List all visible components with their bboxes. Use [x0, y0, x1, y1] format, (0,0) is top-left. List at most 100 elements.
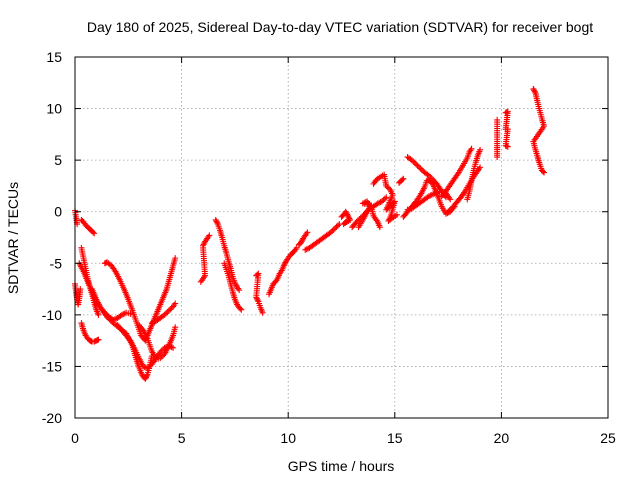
data-point-arc-23 [414, 162, 421, 169]
data-point-arc-17 [333, 223, 340, 230]
x-tick-label: 15 [387, 430, 403, 446]
data-point-arc-23 [417, 165, 424, 172]
x-tick-label: 5 [178, 430, 186, 446]
data-point-arc-09 [172, 324, 179, 331]
data-point-arc-11 [199, 242, 206, 249]
data-point-arc-08 [143, 364, 150, 371]
data-point-arc-06 [172, 255, 179, 262]
data-point-arc-14 [253, 294, 260, 301]
data-point-arc-12 [236, 287, 243, 294]
y-tick-label: 10 [46, 101, 62, 117]
data-point-arc-23 [413, 161, 420, 168]
data-point-arc-16 [297, 239, 304, 246]
y-tick-label: -20 [42, 410, 62, 426]
data-point-arc-10 [164, 309, 171, 316]
data-point-arc-25 [447, 196, 454, 203]
data-point-arc-05 [120, 311, 127, 318]
data-point-arc-27 [445, 208, 452, 215]
data-point-arc-23 [410, 158, 417, 165]
data-point-arc-09 [157, 355, 164, 362]
y-tick-label: 0 [54, 204, 62, 220]
data-point-arc-10 [148, 320, 155, 327]
data-point-arc-10 [150, 319, 157, 326]
x-tick-label: 10 [280, 430, 296, 446]
data-point-arc-15 [293, 244, 300, 251]
data-point-arc-20 [376, 224, 383, 231]
y-tick-label: 5 [54, 152, 62, 168]
data-point-arc-07 [143, 374, 150, 381]
data-point-arc-26 [468, 145, 475, 152]
data-point-arc-12 [231, 279, 238, 286]
data-point-arc-30 [531, 87, 538, 94]
x-tick-label: 0 [71, 430, 79, 446]
data-point-arc-19 [353, 219, 360, 226]
data-point-arc-27 [477, 164, 484, 171]
data-point-arc-17 [327, 229, 334, 236]
data-point-arc-02 [90, 229, 97, 236]
data-point-arc-19 [379, 198, 386, 205]
data-point-arc-28 [477, 146, 484, 153]
data-point-arc-13 [237, 305, 244, 312]
data-point-arc-21 [393, 211, 400, 218]
data-point-arc-14 [259, 309, 266, 316]
data-point-arc-30 [541, 169, 548, 176]
y-tick-label: -15 [42, 358, 62, 374]
data-point-arc-07 [143, 373, 150, 380]
data-point-arc-10 [162, 310, 169, 317]
data-point-arc-17 [332, 225, 339, 232]
data-point-arc-18 [344, 211, 351, 218]
data-point-arc-08 [170, 344, 177, 351]
x-tick-label: 20 [494, 430, 510, 446]
data-point-arc-04 [95, 336, 102, 343]
data-point-arc-19 [383, 194, 390, 201]
data-point-arc-08 [140, 363, 147, 370]
data-point-arc-07 [138, 369, 145, 376]
data-point-arc-27 [446, 207, 453, 214]
data-point-arc-11 [200, 241, 207, 248]
data-point-arc-18 [343, 210, 350, 217]
y-axis-label: SDTVAR / TECUs [5, 182, 21, 294]
y-tick-label: -10 [42, 307, 62, 323]
data-point-arc-14 [253, 295, 260, 302]
data-point-arc-16 [304, 229, 311, 236]
data-point-arc-25 [425, 193, 432, 200]
data-point-arc-19 [376, 199, 383, 206]
x-axis-label: GPS time / hours [288, 458, 395, 474]
data-point-arc-10 [172, 300, 179, 307]
data-point-arc-21 [383, 182, 390, 189]
grid-layer [75, 57, 608, 418]
data-point-arc-12 [214, 219, 221, 226]
data-point-arc-19 [380, 197, 387, 204]
data-point-arc-15 [280, 262, 287, 269]
data-point-arc-09 [158, 353, 165, 360]
data-point-arc-08 [157, 348, 164, 355]
data-point-arc-29 [504, 143, 511, 150]
data-point-arc-14 [254, 297, 261, 304]
data-point-arc-12 [213, 218, 220, 225]
data-point-arc-30 [539, 168, 546, 175]
data-point-arc-08 [144, 365, 151, 372]
data-point-arc-25 [430, 191, 437, 198]
data-point-arc-30 [530, 85, 537, 92]
data-point-arc-25 [428, 191, 435, 198]
data-point-arc-07 [138, 370, 145, 377]
data-point-arc-09 [160, 352, 167, 359]
data-point-arc-01 [77, 286, 84, 293]
data-point-arc-17 [330, 226, 337, 233]
data-point-arc-05 [127, 310, 134, 317]
data-point-arc-19 [354, 217, 361, 224]
data-point-arc-10 [167, 306, 174, 313]
data-point-arc-12 [212, 216, 219, 223]
data-point-arc-13 [238, 306, 245, 313]
plot-frame [74, 56, 609, 419]
data-point-arc-30 [531, 88, 538, 95]
data-point-arc-17 [334, 222, 341, 229]
data-point-arc-20 [359, 200, 366, 207]
data-point-arc-15 [281, 260, 288, 267]
x-tick-label: 25 [600, 430, 616, 446]
data-point-arc-19 [374, 200, 381, 207]
data-point-arc-11 [206, 232, 213, 239]
data-point-arc-23 [411, 159, 418, 166]
data-point-arc-08 [145, 364, 152, 371]
